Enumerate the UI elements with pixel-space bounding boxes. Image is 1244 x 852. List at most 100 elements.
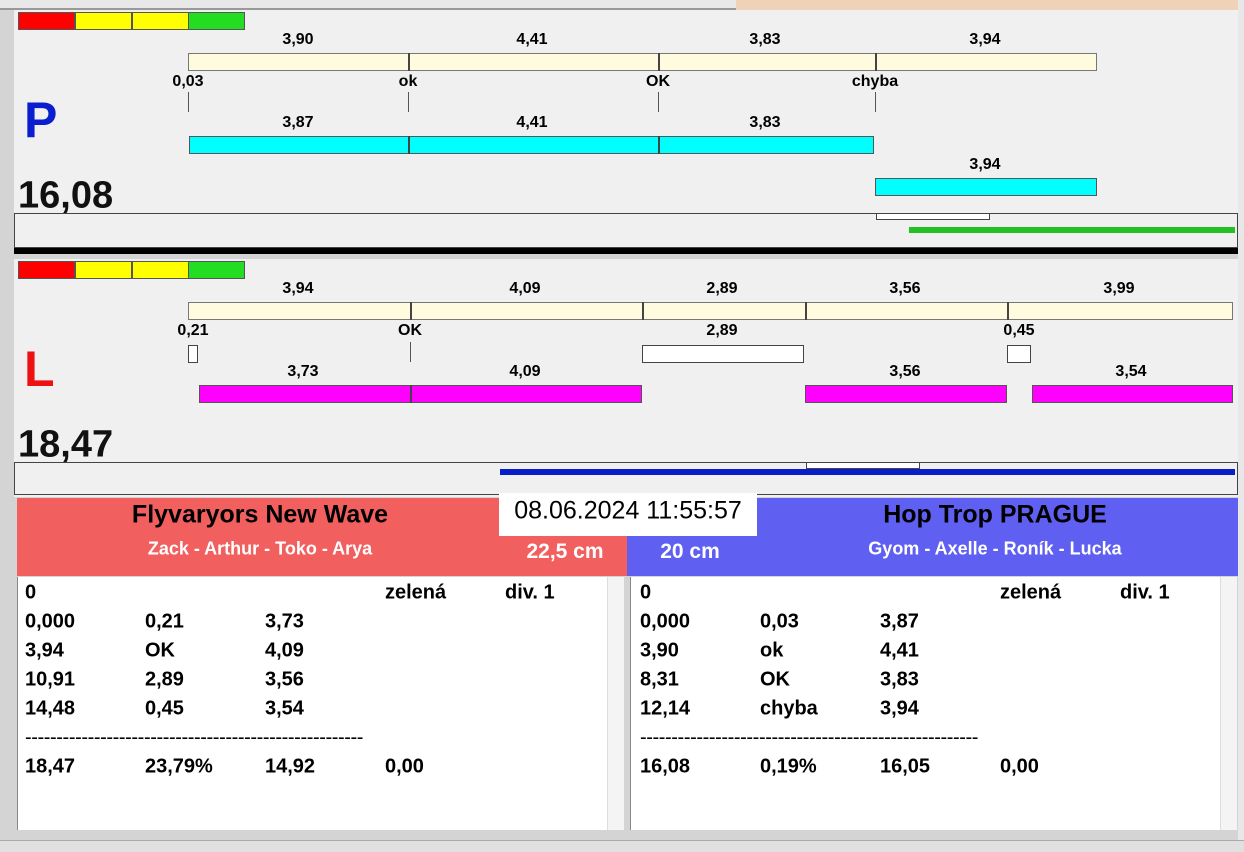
marker-box: [642, 345, 804, 363]
split-label: 4,09: [509, 280, 541, 297]
split-divider: [1007, 302, 1009, 320]
scrollbar: [1220, 577, 1237, 830]
marker-label: 0,21: [177, 322, 209, 339]
run-divider: [408, 136, 410, 154]
result-separator: ----------------------------------------…: [25, 726, 364, 749]
result-total: 23,79%: [145, 755, 213, 778]
results-table: [630, 577, 1235, 830]
result-total: 0,00: [1000, 755, 1039, 778]
result-cell: 8,31: [640, 668, 679, 691]
result-cell: OK: [760, 668, 790, 691]
marker-label: chyba: [851, 73, 899, 90]
marker-tick: [408, 92, 409, 112]
result-total: 16,05: [880, 755, 931, 778]
lane-panel: [14, 10, 1238, 248]
result-cell: ok: [760, 639, 784, 662]
result-cell: 0,03: [760, 610, 799, 633]
tab-strip-right: [736, 0, 1238, 10]
result-cell: 4,41: [880, 639, 919, 662]
result-total: 16,08: [640, 755, 691, 778]
signal-light: [75, 261, 132, 279]
signal-light: [188, 261, 245, 279]
result-header: zelená: [385, 581, 447, 604]
run-label: 3,94: [969, 156, 1001, 173]
split-label: 3,83: [749, 31, 781, 48]
signal-light: [188, 12, 245, 30]
marker-label: 0,45: [1003, 322, 1035, 339]
run-bar: [189, 136, 874, 154]
progress-line: [909, 227, 1235, 233]
marker-label: OK: [646, 73, 670, 90]
split-label: 3,94: [969, 31, 1001, 48]
marker-tick: [410, 342, 411, 362]
split-label: 3,94: [282, 280, 314, 297]
result-cell: 2,89: [145, 668, 184, 691]
datetime: 08.06.2024 11:55:57: [514, 496, 742, 525]
result-cell: OK: [145, 639, 175, 662]
marker-box: [1007, 345, 1031, 363]
run-bar: [1032, 385, 1233, 403]
result-total: 18,47: [25, 755, 76, 778]
result-cell: 3,56: [265, 668, 304, 691]
split-divider: [408, 53, 410, 71]
run-label: 3,54: [1115, 363, 1147, 380]
result-cell: 10,91: [25, 668, 76, 691]
split-divider: [658, 53, 660, 71]
result-total: 0,19%: [760, 755, 817, 778]
result-cell: 0,000: [25, 610, 76, 633]
run-label: 3,83: [749, 114, 781, 131]
split-bar: [188, 53, 1097, 71]
run-label: 3,56: [889, 363, 921, 380]
split-label: 2,89: [706, 280, 738, 297]
result-cell: 3,94: [880, 697, 919, 720]
result-cell: 0,21: [145, 610, 184, 633]
result-cell: chyba: [760, 697, 818, 720]
result-header: div. 1: [1120, 581, 1170, 604]
progress-marker: [876, 213, 990, 220]
split-divider: [805, 302, 807, 320]
result-header: div. 1: [505, 581, 555, 604]
results-table: [17, 577, 622, 830]
run-bar: [199, 385, 642, 403]
run-label: 4,41: [516, 114, 548, 131]
signal-light: [132, 12, 189, 30]
result-header: 0: [640, 581, 652, 604]
lane-letter: L: [24, 341, 55, 397]
split-divider: [410, 302, 412, 320]
progress-frame: [14, 213, 1238, 248]
result-cell: 3,54: [265, 697, 304, 720]
right-edge: [1238, 0, 1244, 852]
lane-separator: [14, 248, 1238, 254]
run-label: 3,73: [287, 363, 319, 380]
result-header: zelená: [1000, 581, 1062, 604]
progress-frame: [14, 462, 1238, 495]
split-divider: [875, 53, 877, 71]
team-height: 20 cm: [660, 540, 720, 563]
result-cell: 0,000: [640, 610, 691, 633]
marker-box: [188, 345, 198, 363]
team-members: Gyom - Axelle - Roník - Lucka: [868, 538, 1122, 559]
result-cell: 3,73: [265, 610, 304, 633]
result-cell: 3,90: [640, 639, 679, 662]
result-cell: 3,83: [880, 668, 919, 691]
status-bar: [0, 840, 1244, 852]
result-cell: 14,48: [25, 697, 76, 720]
datetime-box: [499, 493, 757, 536]
result-cell: 3,94: [25, 639, 64, 662]
marker-label: OK: [398, 322, 422, 339]
marker-label: 2,89: [706, 322, 738, 339]
marker-tick: [875, 92, 876, 112]
progress-line: [500, 469, 1235, 475]
split-divider: [642, 302, 644, 320]
run-label: 4,09: [509, 363, 541, 380]
signal-light: [132, 261, 189, 279]
result-total: 14,92: [265, 755, 316, 778]
team-height: 22,5 cm: [526, 540, 604, 563]
marker-tick: [188, 92, 189, 112]
split-label: 3,90: [282, 31, 314, 48]
progress-marker: [806, 462, 920, 469]
marker-label: ok: [398, 73, 418, 90]
lane-total: 18,47: [18, 423, 114, 466]
signal-light: [75, 12, 132, 30]
